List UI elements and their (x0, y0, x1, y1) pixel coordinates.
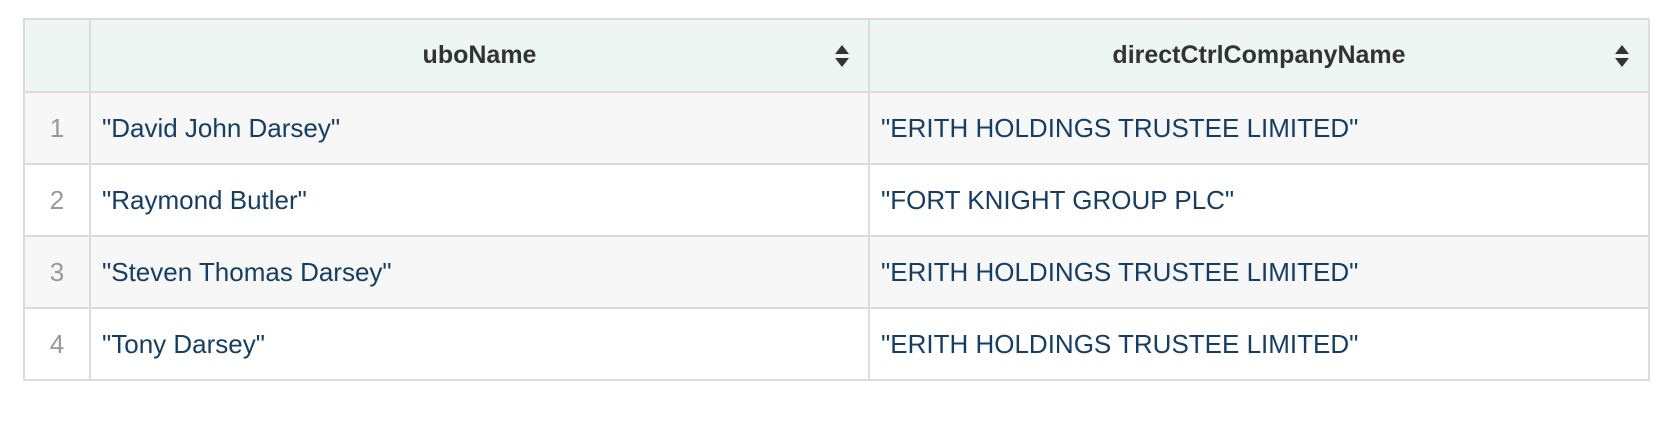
table-body: 1 "David John Darsey" "ERITH HOLDINGS TRUS… (23, 91, 1650, 381)
table-cell: "FORT KNIGHT GROUP PLC" (868, 163, 1650, 237)
header-row: uboName directCtrlCompanyName (23, 18, 1650, 93)
table-row: 1 "David John Darsey" "ERITH HOLDINGS TRUS… (23, 91, 1650, 165)
sort-arrows (1615, 44, 1629, 67)
row-index: 3 (23, 235, 91, 309)
column-title: directCtrlCompanyName (1112, 41, 1406, 69)
row-index: 4 (23, 307, 91, 381)
row-index: 1 (23, 91, 91, 165)
table-cell: "ERITH HOLDINGS TRUSTEE LIMITED" (868, 307, 1650, 381)
index-header (23, 18, 91, 93)
sort-arrows (835, 44, 849, 67)
table-cell: "Tony Darsey" (89, 307, 870, 381)
table-cell: "ERITH HOLDINGS TRUSTEE LIMITED" (868, 235, 1650, 309)
table-row: 3 "Steven Thomas Darsey" "ERITH HOLDINGS T… (23, 235, 1650, 309)
table-cell: "David John Darsey" (89, 91, 870, 165)
result-table-container: uboName directCtrlCompanyName 1 "David Joh… (23, 18, 1650, 381)
table-cell: "Raymond Butler" (89, 163, 870, 237)
sort-icon[interactable] (1614, 44, 1630, 68)
column-header[interactable]: uboName (89, 18, 870, 93)
row-index: 2 (23, 163, 91, 237)
table-row: 2 "Raymond Butler" "FORT KNIGHT GROUP PLC" (23, 163, 1650, 237)
column-title: uboName (422, 41, 537, 69)
table-row: 4 "Tony Darsey" "ERITH HOLDINGS TRUSTEE LI… (23, 307, 1650, 381)
sort-icon[interactable] (834, 44, 850, 68)
result-table: uboName directCtrlCompanyName 1 "David Joh… (23, 18, 1650, 381)
table-cell: "Steven Thomas Darsey" (89, 235, 870, 309)
table-cell: "ERITH HOLDINGS TRUSTEE LIMITED" (868, 91, 1650, 165)
column-header[interactable]: directCtrlCompanyName (868, 18, 1650, 93)
